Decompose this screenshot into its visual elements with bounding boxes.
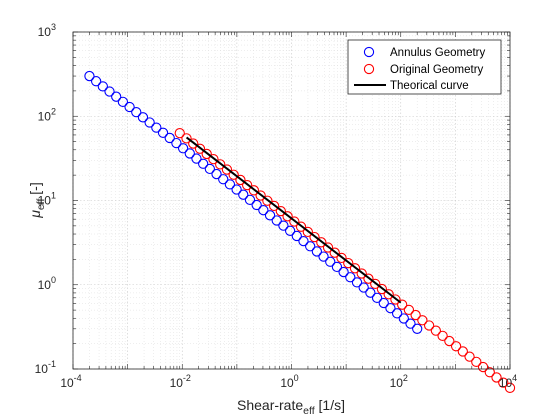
x-axis-title: Shear-rateeff [1/s] [237, 397, 345, 417]
y-tick-label: 103 [38, 22, 56, 39]
y-axis-title: μeff [-] [27, 182, 47, 219]
y-tick-label: 102 [38, 106, 56, 123]
x-tick-label: 10-4 [60, 373, 81, 390]
x-tick-label: 100 [280, 373, 298, 390]
legend-label-original: Original Geometry [390, 64, 484, 76]
legend-label-annulus: Annulus Geometry [390, 47, 485, 59]
y-tick-label: 10-1 [35, 359, 56, 376]
legend: Annulus Geometry Original Geometry Theor… [348, 40, 501, 94]
legend-label-theory: Theorical curve [390, 80, 469, 92]
x-tick-label: 10-2 [170, 373, 191, 390]
y-tick-label: 100 [38, 275, 56, 292]
x-tick-label: 102 [390, 373, 408, 390]
